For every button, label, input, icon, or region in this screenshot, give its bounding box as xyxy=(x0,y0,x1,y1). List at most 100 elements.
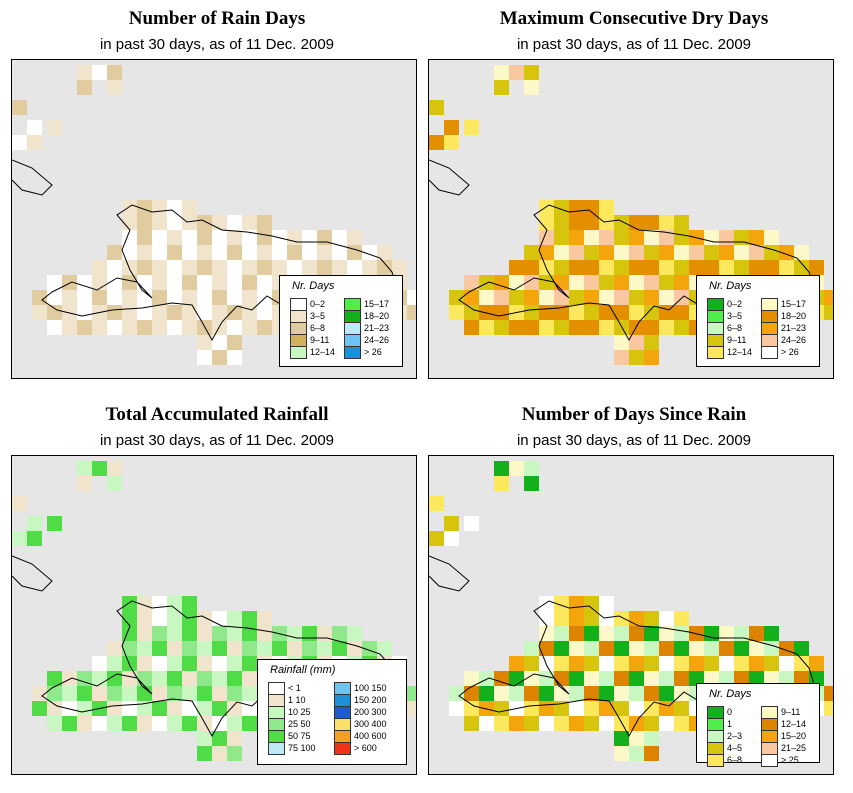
grid-cell xyxy=(599,656,614,671)
grid-cell xyxy=(614,626,629,641)
grid-cell xyxy=(539,245,554,260)
grid-cell xyxy=(47,686,62,701)
grid-cell xyxy=(599,716,614,731)
grid-cell xyxy=(302,641,317,656)
grid-cell xyxy=(77,686,92,701)
grid-cell xyxy=(407,701,416,716)
grid-cell xyxy=(599,641,614,656)
legend-label: 6–8 xyxy=(727,755,743,765)
grid-cell xyxy=(719,230,734,245)
island-outline xyxy=(458,204,815,342)
grid-cell xyxy=(824,686,833,701)
grid-cell xyxy=(584,701,599,716)
grid-cell xyxy=(197,731,212,746)
grid-cell xyxy=(182,596,197,611)
panel-title: Number of Days Since Rain xyxy=(521,404,747,425)
grid-cell xyxy=(659,671,674,686)
grid-cell xyxy=(824,305,833,320)
grid-cell xyxy=(749,230,764,245)
grid-cell xyxy=(107,65,122,80)
grid-cell xyxy=(242,290,257,305)
coastline-outline xyxy=(12,159,53,196)
grid-cell xyxy=(167,215,182,230)
grid-cell xyxy=(107,716,122,731)
grid-cell xyxy=(554,230,569,245)
grid-cell xyxy=(77,461,92,476)
legend-label: 0 xyxy=(727,707,733,717)
grid-cell xyxy=(584,641,599,656)
grid-cell xyxy=(734,626,749,641)
grid-cell xyxy=(152,245,167,260)
legend-swatch xyxy=(268,742,285,755)
grid-cell xyxy=(242,245,257,260)
grid-cell xyxy=(569,626,584,641)
grid-cell xyxy=(212,230,227,245)
grid-cell xyxy=(674,230,689,245)
legend-label: 12–14 xyxy=(310,347,336,357)
grid-cell xyxy=(332,230,347,245)
grid-cell xyxy=(47,671,62,686)
grid-cell xyxy=(197,245,212,260)
grid-cell xyxy=(704,245,719,260)
grid-cell xyxy=(212,290,227,305)
grid-cell xyxy=(629,230,644,245)
grid-cell xyxy=(272,641,287,656)
grid-cell xyxy=(584,215,599,230)
grid-cell xyxy=(242,686,257,701)
grid-cell xyxy=(659,275,674,290)
grid-cell xyxy=(509,716,524,731)
grid-cell xyxy=(122,701,137,716)
grid-cell xyxy=(137,671,152,686)
grid-cell xyxy=(749,656,764,671)
grid-cell xyxy=(122,716,137,731)
grid-cell xyxy=(704,656,719,671)
grid-cell xyxy=(659,230,674,245)
grid-cell xyxy=(167,716,182,731)
grid-cell xyxy=(479,671,494,686)
grid-cell xyxy=(644,716,659,731)
grid-cell xyxy=(494,320,509,335)
grid-cell xyxy=(779,656,794,671)
grid-cell xyxy=(764,230,779,245)
grid-cell xyxy=(479,686,494,701)
grid-cell xyxy=(524,656,539,671)
grid-cell xyxy=(584,611,599,626)
grid-cell xyxy=(794,260,809,275)
grid-cell xyxy=(704,230,719,245)
grid-cell xyxy=(197,641,212,656)
grid-cell xyxy=(197,335,212,350)
grid-cell xyxy=(32,305,47,320)
grid-cell xyxy=(554,656,569,671)
grid-cell xyxy=(674,320,689,335)
grid-cell xyxy=(794,245,809,260)
grid-cell xyxy=(227,230,242,245)
grid-cell xyxy=(614,290,629,305)
grid-cell xyxy=(444,120,459,135)
grid-cell xyxy=(629,275,644,290)
grid-cell xyxy=(152,290,167,305)
panel-subtitle: in past 30 days, as of 11 Dec. 2009 xyxy=(99,36,335,53)
grid-cell xyxy=(599,701,614,716)
grid-cell xyxy=(429,531,444,546)
grid-cell xyxy=(257,320,272,335)
legend-label: > 600 xyxy=(354,743,377,753)
grid-cell xyxy=(764,656,779,671)
grid-cell xyxy=(554,716,569,731)
legend-label: 3–5 xyxy=(727,311,743,321)
grid-cell xyxy=(734,671,749,686)
legend-title: Nr. Days xyxy=(709,280,752,292)
grid-cell xyxy=(599,320,614,335)
grid-cell xyxy=(629,746,644,761)
grid-cell xyxy=(197,215,212,230)
grid-cell xyxy=(674,215,689,230)
coastline-outline xyxy=(12,555,53,592)
grid-cell xyxy=(377,641,392,656)
grid-cell xyxy=(347,245,362,260)
grid-cell xyxy=(227,671,242,686)
grid-cell xyxy=(464,120,479,135)
grid-cell xyxy=(62,686,77,701)
grid-cell xyxy=(539,701,554,716)
panel-subtitle: in past 30 days, as of 11 Dec. 2009 xyxy=(516,432,752,449)
grid-cell xyxy=(122,305,137,320)
grid-cell xyxy=(464,320,479,335)
